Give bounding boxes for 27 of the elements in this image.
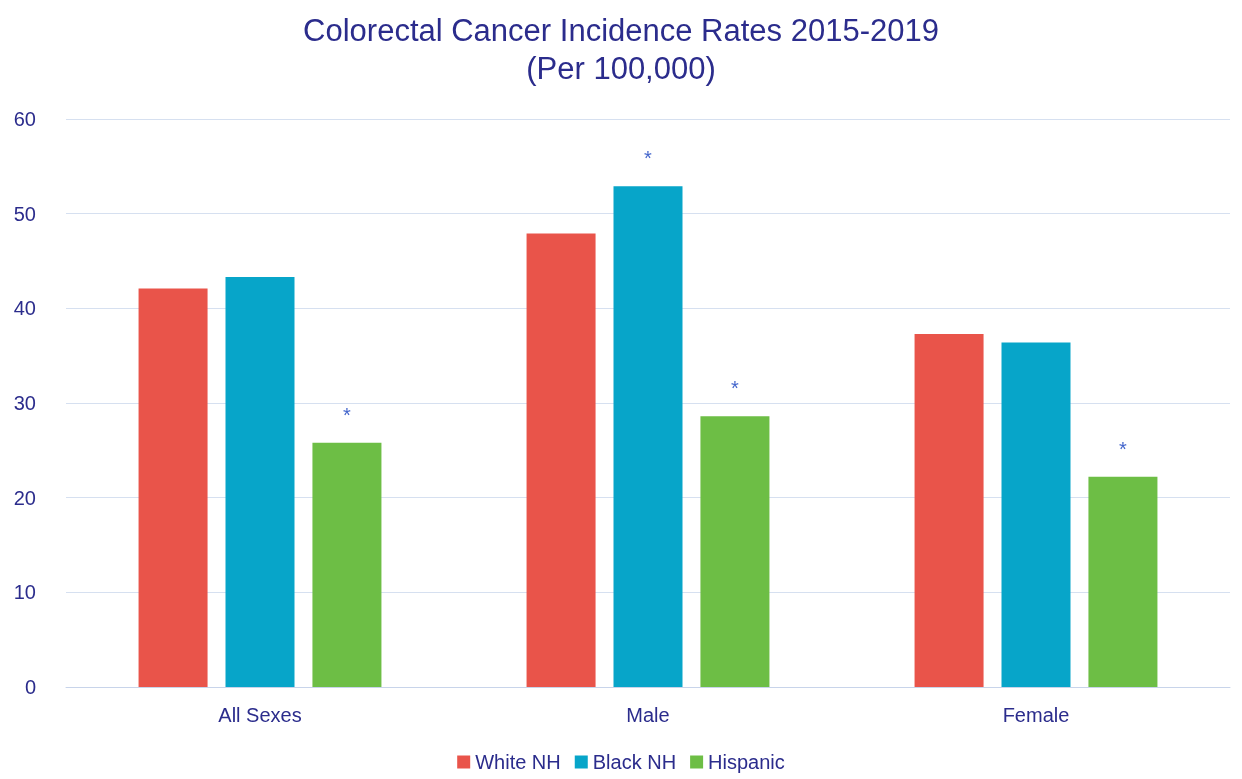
y-tick-label: 0: [24, 676, 36, 698]
x-tick-label: Male: [626, 704, 670, 726]
bar: [312, 442, 382, 687]
y-tick-label: 30: [13, 392, 36, 414]
y-tick-label: 60: [13, 108, 36, 130]
bar: [1088, 476, 1158, 687]
bar: [914, 333, 984, 687]
chart-title: Colorectal Cancer Incidence Rates 2015-2019 (Per 100,000): [303, 12, 939, 86]
data-label: *: [731, 377, 740, 400]
y-tick-label: 50: [13, 202, 36, 225]
x-tick-label: Female: [1002, 704, 1070, 726]
bar: [1001, 342, 1071, 687]
data-label: *: [644, 147, 653, 170]
bar: [613, 186, 683, 687]
legend-label: White NH: [475, 751, 561, 773]
y-tick-label: 10: [13, 581, 36, 604]
y-tick-label: 40: [13, 297, 36, 320]
legend-label: Hispanic: [708, 751, 785, 773]
x-tick-label: All Sexes: [218, 704, 302, 726]
bar: [138, 288, 208, 687]
data-label: *: [1119, 437, 1128, 460]
y-tick-label: 20: [13, 486, 36, 509]
data-label: *: [343, 403, 352, 426]
legend-label: Black NH: [592, 751, 677, 773]
bar: [225, 277, 295, 687]
bar: [700, 416, 770, 687]
bar: [526, 233, 596, 687]
